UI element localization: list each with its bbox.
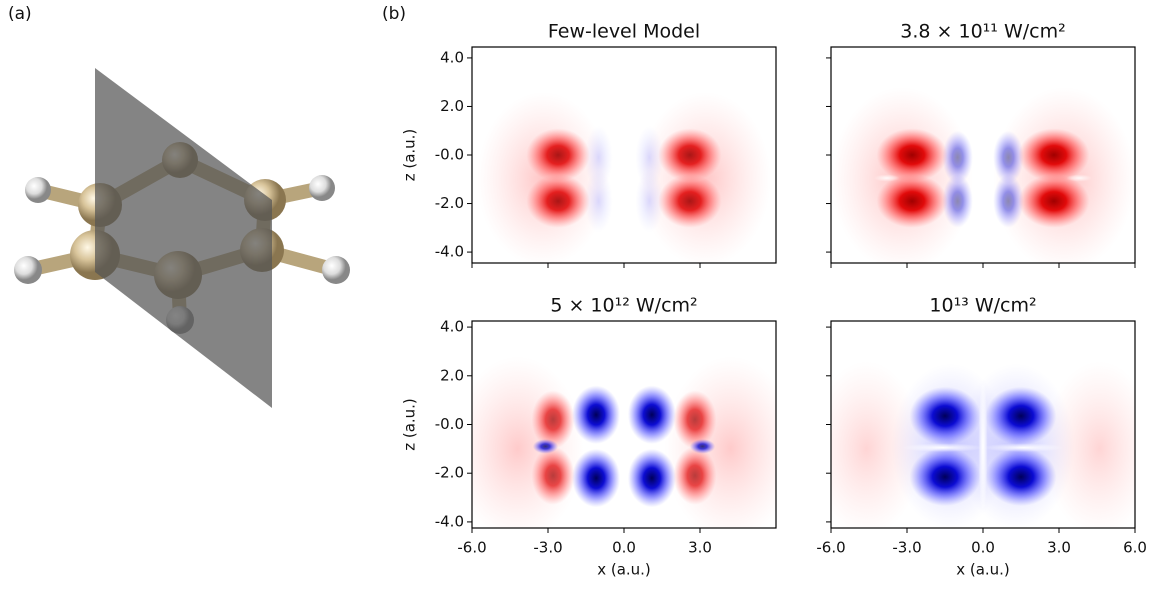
heatmap-lobe [627,448,676,508]
heatmap-lobe [909,447,981,507]
heatmap-lobe [658,128,722,182]
plot-title: 3.8 × 10¹¹ W/cm² [900,21,1065,43]
heatmap-lobe [901,443,983,453]
heatmap-lobe [1018,128,1090,182]
heatmap-lobe [531,390,575,449]
plot-title: Few-level Model [548,21,700,43]
heatmap-lobe [627,385,676,444]
y-tick-label: -2.0 [435,464,464,482]
y-axis-label: z (a.u.) [401,129,419,182]
x-axis-label: x (a.u.) [597,561,651,579]
y-tick-label: 4.0 [440,48,464,66]
heatmap-lobe [1018,174,1090,228]
heatmap-lobe [673,390,717,449]
y-tick-label: 4.0 [440,318,464,336]
y-tick-label: -0.0 [435,146,464,164]
x-tick-label: 0.0 [971,539,995,557]
x-tick-label: -3.0 [533,539,562,557]
x-tick-label: 3.0 [688,539,712,557]
heatmap-lobe [876,174,948,228]
heatmap-lobe [526,128,590,182]
heatmap-lobe [942,174,973,228]
heatmap-lobe [526,174,590,228]
panel-label: (b) [382,4,406,24]
heatmap-lobe [1066,174,1092,182]
x-tick-label: 0.0 [612,539,636,557]
heatmap-lobe [978,373,988,520]
x-axis-label: x (a.u.) [956,561,1010,579]
heatmap-lobe [689,439,716,454]
x-tick-label: -6.0 [457,539,486,557]
heatmap-lobe [985,386,1057,446]
y-tick-label: -0.0 [435,415,464,433]
x-tick-label: 3.0 [1047,539,1071,557]
heatmap-lobe [874,174,900,182]
heatmap-lobe [584,125,613,189]
x-tick-label: -6.0 [816,539,845,557]
y-tick-label: -4.0 [435,243,464,261]
molecule-illustration [14,68,350,408]
heatmap-image [472,47,776,263]
heatmap-lobe [909,386,981,446]
y-tick-label: 2.0 [440,97,464,115]
heatmap-image [831,321,1135,528]
heatmap-lobe [635,169,664,233]
plot-title: 10¹³ W/cm² [929,295,1036,317]
heatmap-lobe [993,130,1024,185]
y-tick-label: 2.0 [440,366,464,384]
y-tick-label: -2.0 [435,194,464,212]
heatmap-lobe [658,174,722,228]
plot-title: 5 × 10¹² W/cm² [550,295,697,317]
heatmap-lobe [531,446,575,505]
heatmap-lobe [985,447,1057,507]
x-tick-label: -3.0 [892,539,921,557]
heatmap-image [831,47,1135,263]
heatmap-lobe [635,125,664,189]
heatmap-lobe [584,169,613,233]
heatmap-lobe [983,443,1065,453]
heatmap-lobe [572,385,621,444]
heatmap-lobe [673,446,717,505]
heatmap-lobe [993,174,1024,228]
panel-label: (a) [8,4,32,24]
heatmap-lobe [572,448,621,508]
heatmap-lobe [942,130,973,185]
heatmap-lobe [616,385,632,508]
y-axis-label: z (a.u.) [401,398,419,451]
y-tick-label: -4.0 [435,512,464,530]
heatmap-image [472,321,776,528]
x-tick-label: 6.0 [1123,539,1147,557]
heatmap-lobe [532,439,559,454]
heatmap-lobe [876,128,948,182]
